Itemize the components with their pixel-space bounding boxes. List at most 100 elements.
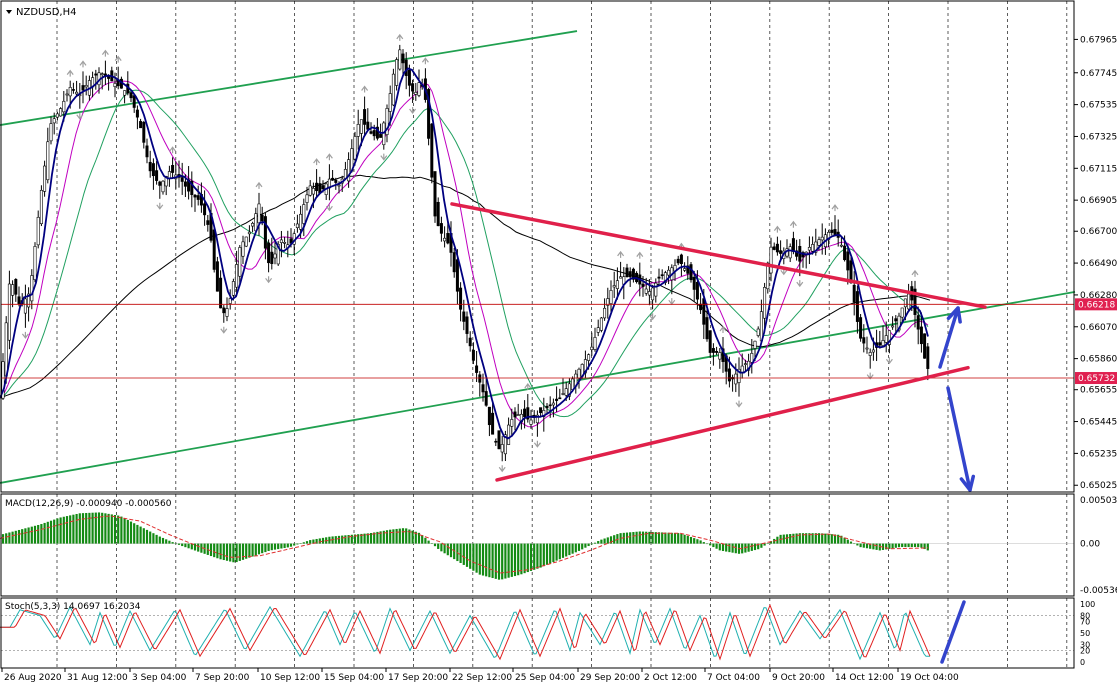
candle [155, 160, 159, 185]
candle-body [59, 108, 63, 117]
candle [283, 236, 287, 249]
candle-body [244, 236, 248, 247]
price-tick-label: 0.65235 [1080, 449, 1117, 459]
candle-body [215, 261, 219, 292]
arrow-up-icon[interactable] [938, 306, 960, 369]
time-tick-label: 25 Sep 04:00 [515, 673, 575, 683]
candle-body [820, 236, 824, 241]
candle-body [660, 274, 664, 276]
macd-histogram-bar [440, 543, 443, 552]
time-tick-label: 3 Sep 04:00 [132, 673, 187, 683]
candle-body [564, 388, 568, 396]
candle-body [443, 237, 447, 242]
triangle-line-resistance[interactable] [450, 202, 987, 309]
candle-body [817, 239, 821, 246]
macd-histogram-bar [865, 543, 869, 549]
collapse-triangle-icon[interactable] [6, 10, 12, 14]
candle [859, 314, 863, 342]
candle [411, 79, 415, 103]
candle [273, 241, 277, 265]
candle [196, 185, 200, 206]
candle-body [487, 406, 491, 426]
macd-histogram-bar [337, 535, 341, 544]
stoch-tick-label: 70 [1080, 617, 1090, 626]
macd-signal-line [0, 515, 929, 574]
macd-histogram-bar [197, 543, 200, 552]
macd-histogram-bar [165, 539, 168, 544]
macd-histogram-bar [139, 526, 142, 544]
candle [65, 89, 69, 102]
candle-body [900, 307, 904, 318]
candle [7, 270, 11, 350]
macd-pane[interactable] [0, 512, 1074, 580]
fractal-down-icon [735, 400, 743, 408]
candle-body [692, 276, 696, 290]
stoch-arrow-annotation[interactable] [940, 600, 966, 664]
channel-line-upper[interactable] [0, 30, 578, 126]
candle-body [839, 244, 843, 247]
candle-body [510, 419, 514, 427]
fractal-down-icon [220, 326, 228, 334]
macd-histogram-bar [267, 543, 270, 551]
candle-body [459, 287, 463, 310]
candle [651, 284, 655, 310]
macd-pane-border [0, 493, 1075, 597]
candle-body [855, 291, 859, 322]
macd-histogram-bar [475, 543, 478, 573]
candle [660, 269, 664, 280]
candle-body [238, 247, 242, 277]
macd-histogram-bar [305, 541, 309, 544]
main-price-pane[interactable] [0, 30, 1076, 492]
candle-body [251, 223, 255, 227]
candle-body [446, 233, 450, 244]
candle-body [884, 335, 888, 343]
fractal-down-icon [265, 276, 273, 284]
macd-histogram-bar [46, 521, 49, 544]
price-tick-label: 0.67535 [1080, 101, 1117, 111]
candle-body [129, 92, 133, 99]
macd-histogram-bar [248, 543, 251, 558]
candle-body [203, 203, 207, 216]
macd-histogram-bar [133, 523, 136, 544]
candle-body [715, 350, 719, 353]
candle [151, 158, 155, 190]
macd-histogram-bar [552, 543, 555, 563]
macd-histogram-bar [555, 543, 558, 561]
candle-body [663, 272, 667, 283]
candle-body [276, 243, 280, 265]
price-level-badge [1075, 372, 1117, 385]
macd-histogram-bar [536, 543, 539, 569]
macd-histogram-bar [107, 513, 110, 544]
candle [667, 266, 671, 285]
macd-histogram-bar [462, 543, 465, 565]
candle-body [513, 411, 517, 418]
macd-histogram-bar [568, 543, 571, 556]
candle [676, 255, 680, 266]
fractal-up-icon [911, 269, 919, 277]
candle [811, 236, 815, 255]
fractal-down-icon [409, 106, 417, 114]
candle-body [439, 223, 443, 234]
macd-histogram-bar [75, 513, 78, 544]
candle [615, 267, 619, 300]
stochastic-pane[interactable] [0, 600, 966, 664]
candle-body [500, 444, 504, 453]
arrow-down-icon[interactable] [946, 386, 972, 492]
candle-body [113, 83, 117, 87]
candle-body [766, 262, 770, 290]
fractal-up-icon [636, 251, 644, 259]
macd-title: MACD(12,26,9) -0.000940 -0.000560 [5, 499, 172, 509]
macd-histogram-bar [385, 530, 389, 544]
triangle-line-support[interactable] [495, 365, 970, 482]
candle [391, 68, 395, 107]
macd-histogram-bar [680, 533, 683, 544]
candle-body [708, 330, 712, 353]
macd-histogram-bar [504, 543, 507, 579]
candle-body [401, 53, 405, 64]
candle [135, 105, 139, 130]
fractal-up-icon [169, 146, 177, 154]
macd-histogram-bar [904, 543, 907, 548]
macd-histogram-bar [405, 528, 408, 544]
candle [593, 327, 597, 352]
